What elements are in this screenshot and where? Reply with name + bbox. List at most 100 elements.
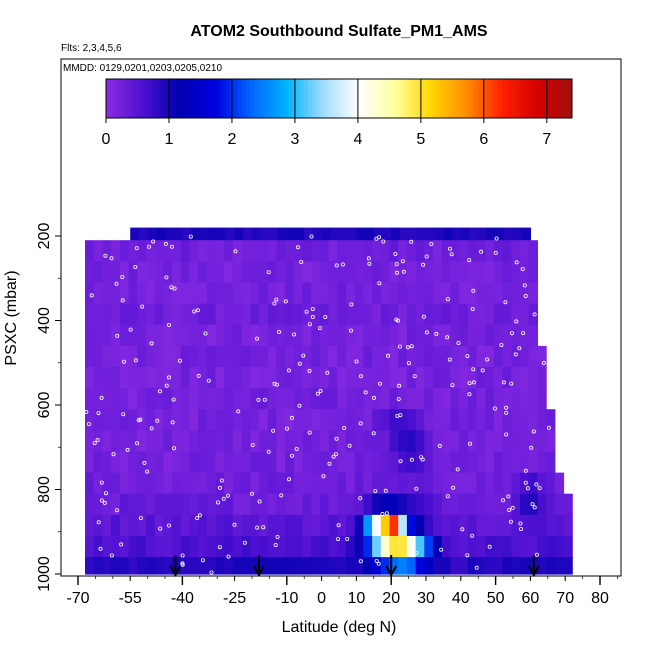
- x-tick-label: 70: [556, 590, 574, 607]
- heat-cell: [424, 345, 434, 368]
- sample-point: [421, 262, 426, 267]
- heat-cell: [372, 282, 382, 305]
- colorbar-segment: [366, 79, 371, 118]
- heat-cell: [504, 227, 514, 241]
- heat-cell: [85, 430, 95, 453]
- heat-cell: [111, 472, 121, 495]
- heat-cell: [276, 240, 286, 262]
- heat-cell: [380, 536, 391, 558]
- colorbar-tick-label: 6: [479, 131, 488, 148]
- heat-cell: [241, 345, 251, 368]
- colorbar-segment: [109, 79, 115, 118]
- heat-cell: [328, 409, 338, 431]
- heat-cell: [215, 557, 225, 575]
- heat-cell: [302, 388, 312, 410]
- colorbar-segment: [113, 79, 119, 118]
- heat-cell: [215, 324, 225, 347]
- heat-cell: [450, 388, 460, 410]
- heat-cell: [346, 367, 356, 389]
- heat-cell: [563, 536, 573, 558]
- colorbar-segment: [296, 79, 301, 118]
- sample-point: [233, 249, 238, 254]
- sample-point: [188, 234, 193, 239]
- sample-point: [304, 309, 309, 314]
- sample-point: [103, 253, 108, 258]
- heat-cell: [206, 367, 217, 389]
- heat-cell: [459, 536, 469, 558]
- colorbar-segment: [203, 79, 208, 118]
- heat-cell: [337, 430, 347, 453]
- heat-cell: [406, 388, 417, 410]
- sample-point: [151, 239, 156, 244]
- heat-cell: [180, 324, 190, 347]
- heat-cell: [173, 227, 183, 241]
- heat-cell: [224, 282, 234, 305]
- x-tick-label: 0: [317, 590, 326, 607]
- heat-cell: [433, 303, 443, 326]
- sample-point: [377, 281, 382, 286]
- heat-cell: [206, 388, 217, 410]
- heat-cell: [119, 430, 130, 453]
- heat-cell: [511, 493, 521, 516]
- sample-point: [272, 381, 277, 386]
- heat-cell: [347, 227, 357, 241]
- heat-cell: [102, 493, 112, 516]
- heat-cell: [250, 493, 260, 516]
- colorbar-segment: [234, 79, 239, 118]
- sample-point: [449, 252, 454, 257]
- heat-cell: [467, 409, 478, 431]
- sample-point: [266, 270, 271, 275]
- sample-point: [523, 293, 528, 298]
- heat-cell: [476, 409, 486, 431]
- heat-cell: [441, 240, 451, 262]
- sample-point: [395, 318, 400, 323]
- heat-cell: [154, 493, 164, 516]
- heat-cell: [441, 409, 451, 431]
- heat-cell: [111, 303, 121, 326]
- heat-cell: [163, 451, 173, 474]
- heat-cell: [521, 227, 531, 241]
- heat-cell: [93, 345, 103, 368]
- heat-cell: [434, 227, 444, 241]
- heat-cell: [276, 557, 286, 575]
- sample-point: [405, 345, 410, 350]
- heat-cell: [128, 451, 138, 474]
- heat-cell: [398, 430, 408, 453]
- heat-cell: [232, 240, 243, 262]
- colorbar-segment: [424, 79, 429, 118]
- heat-cell: [111, 388, 121, 410]
- heat-cell: [493, 324, 504, 347]
- heat-cell: [520, 282, 530, 305]
- heat-cell: [250, 345, 260, 368]
- colorbar-segment: [137, 79, 142, 118]
- heat-cell: [128, 240, 138, 262]
- colorbar-segment: [160, 79, 165, 118]
- heat-cell: [337, 472, 347, 495]
- heat-cell: [180, 303, 190, 326]
- heat-cell: [311, 324, 321, 347]
- heat-cell: [302, 303, 312, 326]
- heat-cell: [554, 557, 565, 575]
- sample-point: [96, 411, 101, 416]
- heat-cell: [520, 367, 530, 389]
- heat-cell: [198, 472, 208, 495]
- heat-cell: [389, 240, 399, 262]
- heat-cell: [137, 240, 147, 262]
- heat-cell: [232, 493, 243, 516]
- arrow-head: [253, 565, 265, 578]
- sample-point: [128, 327, 133, 332]
- heat-cell: [259, 324, 269, 347]
- heat-cell: [224, 493, 234, 516]
- heat-cell: [276, 430, 286, 453]
- sample-point: [509, 381, 514, 386]
- heat-cell: [450, 451, 460, 474]
- colorbar-segment: [385, 79, 390, 118]
- sample-point: [336, 523, 341, 528]
- heat-cell: [137, 388, 147, 410]
- colorbar-segment: [358, 79, 363, 118]
- colorbar-segment: [443, 79, 449, 118]
- heat-cell: [102, 557, 112, 575]
- heat-cell: [224, 557, 234, 575]
- sample-point: [518, 521, 523, 526]
- heat-cell: [198, 430, 208, 453]
